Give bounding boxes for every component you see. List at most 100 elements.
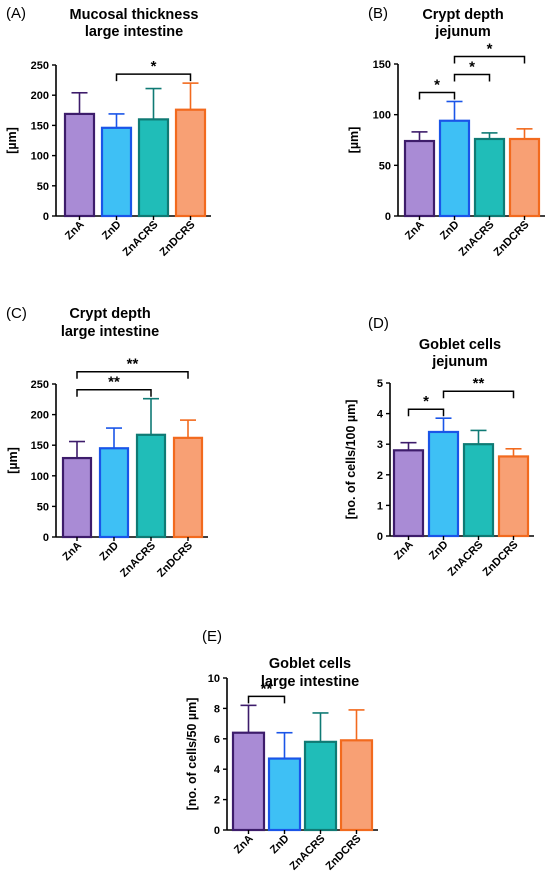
bar-znd <box>267 757 302 832</box>
significance-label: * <box>434 76 440 93</box>
panel-label: (C) <box>6 305 27 322</box>
x-tick-label: ZnA <box>392 539 416 563</box>
y-tick-label: 200 <box>31 90 49 102</box>
significance-label: * <box>469 58 475 75</box>
y-tick-label: 100 <box>31 471 49 483</box>
x-tick-label: ZnDCRS <box>324 833 364 873</box>
chart-title-line: large intestine <box>85 24 183 40</box>
x-tick-label: ZnACRS <box>121 219 161 259</box>
bar-zndcrs <box>339 739 374 832</box>
bar-zna <box>403 139 436 218</box>
y-tick-label: 50 <box>37 181 49 193</box>
y-tick-label: 3 <box>377 439 383 451</box>
x-tick-label: ZnA <box>403 219 427 243</box>
x-tick-label: ZnA <box>61 540 85 564</box>
y-tick-label: 100 <box>373 110 391 122</box>
panel-e: (E) Goblet cells large intestine 0 2 4 6 8 10 [no… <box>185 628 378 873</box>
bar-zna <box>392 449 425 538</box>
y-tick-label: 4 <box>214 764 221 776</box>
x-tick-label: ZnD <box>427 539 451 563</box>
significance-label: ** <box>127 356 139 373</box>
y-tick-label: 4 <box>377 409 384 421</box>
y-tick-label: 50 <box>379 160 391 172</box>
significance-bracket <box>453 55 526 64</box>
y-tick-label: 150 <box>31 440 49 452</box>
chart-title-line: large intestine <box>61 324 159 340</box>
chart-title-line: Goblet cells <box>269 656 351 672</box>
y-tick-label: 0 <box>214 825 220 837</box>
bar-zna <box>63 112 96 218</box>
y-axis-label: [µm] <box>347 127 361 154</box>
significance-bracket <box>407 408 445 417</box>
bar-zna <box>61 456 93 539</box>
chart-title-line: large intestine <box>261 674 359 690</box>
x-tick-label: ZnDCRS <box>492 219 532 259</box>
chart-title-line: jejunum <box>434 24 491 40</box>
bar-znacrs <box>462 443 495 538</box>
x-tick-label: ZnD <box>438 219 462 243</box>
x-tick-label: ZnD <box>100 219 124 243</box>
bar-znacrs <box>303 740 338 832</box>
chart-title-line: Mucosal thickness <box>70 7 199 23</box>
y-tick-label: 250 <box>31 379 49 391</box>
y-tick-label: 150 <box>373 59 391 71</box>
significance-bracket <box>442 390 515 399</box>
y-tick-label: 6 <box>214 734 220 746</box>
significance-bracket <box>76 388 152 397</box>
significance-bracket <box>453 73 491 82</box>
bar-znd <box>438 119 471 218</box>
significance-bracket <box>115 73 192 82</box>
y-tick-label: 5 <box>377 378 383 390</box>
bar-zndcrs <box>172 436 204 539</box>
bar-znd <box>427 430 460 538</box>
bar-zna <box>231 731 266 832</box>
y-axis-label: [no. of cells/100 µm] <box>344 400 358 520</box>
significance-label: * <box>487 40 493 57</box>
bar-zndcrs <box>497 455 530 538</box>
chart-title-line: Crypt depth <box>422 7 503 23</box>
y-tick-label: 0 <box>385 211 391 223</box>
panel-label: (A) <box>6 5 26 22</box>
bar-znacrs <box>137 118 170 218</box>
x-tick-label: ZnACRS <box>446 539 486 579</box>
y-tick-label: 0 <box>43 532 49 544</box>
y-axis-label: [no. of cells/50 µm] <box>185 698 199 811</box>
y-axis-label: [µm] <box>5 127 19 154</box>
panel-label: (B) <box>368 5 388 22</box>
chart-title-line: jejunum <box>431 354 488 370</box>
chart-title-line: Goblet cells <box>419 337 501 353</box>
bar-zndcrs <box>508 137 541 218</box>
y-tick-label: 50 <box>37 501 49 513</box>
y-tick-label: 200 <box>31 410 49 422</box>
panel-label: (D) <box>368 315 389 332</box>
x-tick-label: ZnACRS <box>288 833 328 873</box>
x-tick-label: ZnDCRS <box>155 540 195 580</box>
y-tick-label: 0 <box>43 211 49 223</box>
chart-title-line: Crypt depth <box>69 306 150 322</box>
bar-znacrs <box>473 137 506 218</box>
significance-label: * <box>151 58 157 75</box>
significance-label: ** <box>108 374 120 391</box>
x-tick-label: ZnDCRS <box>158 219 198 259</box>
x-tick-label: ZnD <box>268 833 292 857</box>
y-tick-label: 250 <box>31 60 49 72</box>
y-tick-label: 1 <box>377 500 383 512</box>
bar-znd <box>100 126 133 218</box>
bar-znd <box>98 447 130 539</box>
x-tick-label: ZnA <box>232 833 256 857</box>
y-tick-label: 10 <box>208 673 220 685</box>
significance-label: * <box>423 393 429 410</box>
y-tick-label: 2 <box>377 470 383 482</box>
bar-znacrs <box>135 433 167 539</box>
significance-bracket <box>418 91 456 100</box>
x-tick-label: ZnD <box>98 540 122 564</box>
y-axis-label: [µm] <box>6 447 20 474</box>
panel-c: (C) Crypt depth large intestine 0 50 100 150 20… <box>6 305 208 580</box>
y-tick-label: 2 <box>214 795 220 807</box>
y-tick-label: 0 <box>377 531 383 543</box>
significance-bracket <box>247 695 286 704</box>
x-tick-label: ZnDCRS <box>481 539 521 579</box>
